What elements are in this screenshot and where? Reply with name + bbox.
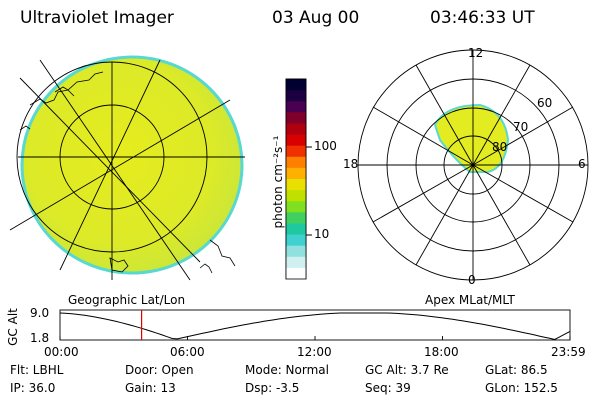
altitude-xtick-3: 18:00 (424, 345, 459, 359)
altitude-ytick-high: 9.0 (30, 306, 50, 320)
colorbar-band (286, 145, 306, 158)
altitude-curve (59, 312, 571, 341)
colorbar-tick-100: 100 (314, 139, 337, 153)
info-seq: Seq: 39 (365, 381, 411, 395)
mlt-label-18: 18 (343, 157, 359, 171)
info-ip: IP: 36.0 (10, 381, 56, 395)
colorbar-band (286, 79, 306, 91)
altitude-xtick-1: 06:00 (170, 345, 205, 359)
colorbar-band (286, 256, 306, 269)
mlt-label-12: 12 (468, 46, 484, 60)
colorbar-band (286, 234, 306, 247)
colorbar (285, 78, 312, 280)
colorbar-band (286, 90, 306, 102)
colorbar-band (286, 167, 306, 180)
altitude-xtick-2: 12:00 (297, 345, 332, 359)
colorbar-band (286, 223, 306, 236)
info-glat: GLat: 86.5 (485, 363, 548, 377)
polar-grid (357, 49, 589, 281)
info-mode: Mode: Normal (245, 363, 329, 377)
altitude-xtick-4: 23:59 (551, 345, 586, 359)
instrument-title: Ultraviolet Imager (20, 8, 174, 28)
mlat-label-70: 70 (513, 120, 529, 134)
geographic-globe (9, 55, 245, 281)
mlt-label-0: 0 (468, 273, 476, 287)
colorbar-band (286, 212, 306, 224)
altitude-plot (59, 309, 571, 341)
colorbar-band (286, 267, 306, 280)
polar-plot (357, 49, 589, 281)
colorbar-band (286, 245, 306, 258)
globe-limb (20, 55, 244, 275)
date-label: 03 Aug 00 (272, 8, 360, 28)
time-label: 03:46:33 UT (430, 8, 535, 28)
mlt-label-6: 6 (578, 157, 586, 171)
geographic-grid (9, 59, 245, 281)
altitude-ylabel: GC Alt (5, 308, 20, 346)
info-flt: Flt: LBHL (10, 363, 64, 377)
colorbar-band (286, 156, 306, 169)
colorbar-band (286, 190, 306, 202)
colorbar-band (286, 179, 306, 191)
geographic-caption: Geographic Lat/Lon (68, 293, 186, 307)
mlat-label-80: 80 (492, 140, 508, 154)
colorbar-band (286, 201, 306, 213)
colorbar-tick-10: 10 (314, 227, 330, 241)
info-gain: Gain: 13 (125, 381, 176, 395)
altitude-ytick-low: 1.8 (30, 331, 50, 345)
info-dsp: Dsp: -3.5 (245, 381, 300, 395)
info-door: Door: Open (125, 363, 194, 377)
globe-emission (22, 57, 242, 273)
colorbar-band (286, 112, 306, 124)
coastlines (19, 71, 236, 274)
colorbar-band (286, 123, 306, 136)
colorbar-unit-label: photon cm⁻²s⁻¹ (271, 135, 285, 229)
colorbar-band (286, 101, 306, 113)
colorbar-band (286, 134, 306, 147)
altitude-xtick-0: 00:00 (44, 345, 79, 359)
mlat-label-60: 60 (537, 96, 553, 110)
info-gc-alt: GC Alt: 3.7 Re (365, 363, 449, 377)
info-glon: GLon: 152.5 (485, 381, 558, 395)
apex-caption: Apex MLat/MLT (425, 293, 515, 307)
